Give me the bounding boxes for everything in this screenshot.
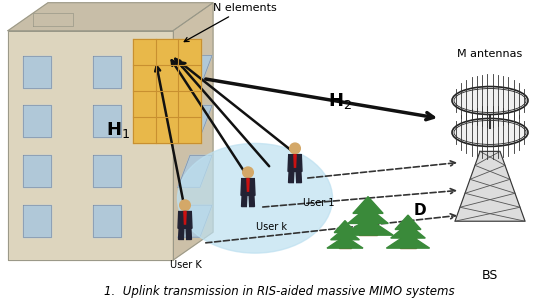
Polygon shape bbox=[339, 232, 352, 248]
Bar bbox=[93, 155, 121, 187]
Polygon shape bbox=[184, 212, 186, 224]
Polygon shape bbox=[288, 171, 294, 183]
Polygon shape bbox=[242, 195, 247, 206]
Polygon shape bbox=[330, 228, 359, 240]
Polygon shape bbox=[391, 224, 425, 238]
Polygon shape bbox=[327, 236, 363, 248]
Polygon shape bbox=[296, 171, 301, 183]
Bar bbox=[93, 105, 121, 137]
Text: User k: User k bbox=[256, 222, 287, 232]
Polygon shape bbox=[186, 228, 191, 240]
Ellipse shape bbox=[454, 88, 526, 112]
Bar bbox=[93, 205, 121, 237]
Polygon shape bbox=[455, 151, 525, 221]
Text: M antennas: M antennas bbox=[458, 49, 523, 59]
Polygon shape bbox=[33, 13, 73, 26]
Ellipse shape bbox=[454, 120, 526, 144]
Polygon shape bbox=[288, 155, 302, 171]
Polygon shape bbox=[178, 205, 212, 237]
Bar bbox=[133, 39, 201, 143]
Polygon shape bbox=[241, 179, 255, 195]
Polygon shape bbox=[334, 221, 356, 233]
Text: User K: User K bbox=[170, 260, 202, 270]
Text: 1.  Uplink transmission in RIS-aided massive MIMO systems: 1. Uplink transmission in RIS-aided mass… bbox=[104, 285, 454, 298]
Polygon shape bbox=[8, 3, 213, 31]
Text: D: D bbox=[413, 203, 426, 218]
Polygon shape bbox=[179, 228, 184, 240]
Bar bbox=[23, 155, 51, 187]
Bar bbox=[93, 56, 121, 88]
Polygon shape bbox=[173, 3, 213, 260]
Polygon shape bbox=[395, 215, 421, 230]
Bar bbox=[23, 56, 51, 88]
Polygon shape bbox=[8, 31, 173, 260]
Polygon shape bbox=[353, 197, 383, 213]
Polygon shape bbox=[359, 212, 377, 235]
Polygon shape bbox=[386, 234, 430, 248]
Text: User 1: User 1 bbox=[303, 198, 334, 208]
Text: H$_1$: H$_1$ bbox=[106, 120, 130, 140]
Circle shape bbox=[243, 167, 253, 178]
Ellipse shape bbox=[177, 143, 333, 253]
Text: N elements: N elements bbox=[184, 3, 277, 42]
Text: BS: BS bbox=[482, 269, 498, 282]
Polygon shape bbox=[348, 207, 388, 223]
Polygon shape bbox=[294, 155, 296, 167]
Polygon shape bbox=[178, 212, 192, 228]
Circle shape bbox=[180, 200, 190, 211]
Polygon shape bbox=[178, 105, 212, 137]
Text: H$_2$: H$_2$ bbox=[328, 91, 352, 111]
Polygon shape bbox=[178, 155, 212, 187]
Bar bbox=[23, 105, 51, 137]
Polygon shape bbox=[249, 195, 254, 206]
Circle shape bbox=[290, 143, 300, 154]
Bar bbox=[23, 205, 51, 237]
Polygon shape bbox=[178, 56, 212, 88]
Polygon shape bbox=[401, 228, 416, 248]
Polygon shape bbox=[343, 218, 393, 235]
Polygon shape bbox=[247, 179, 249, 191]
